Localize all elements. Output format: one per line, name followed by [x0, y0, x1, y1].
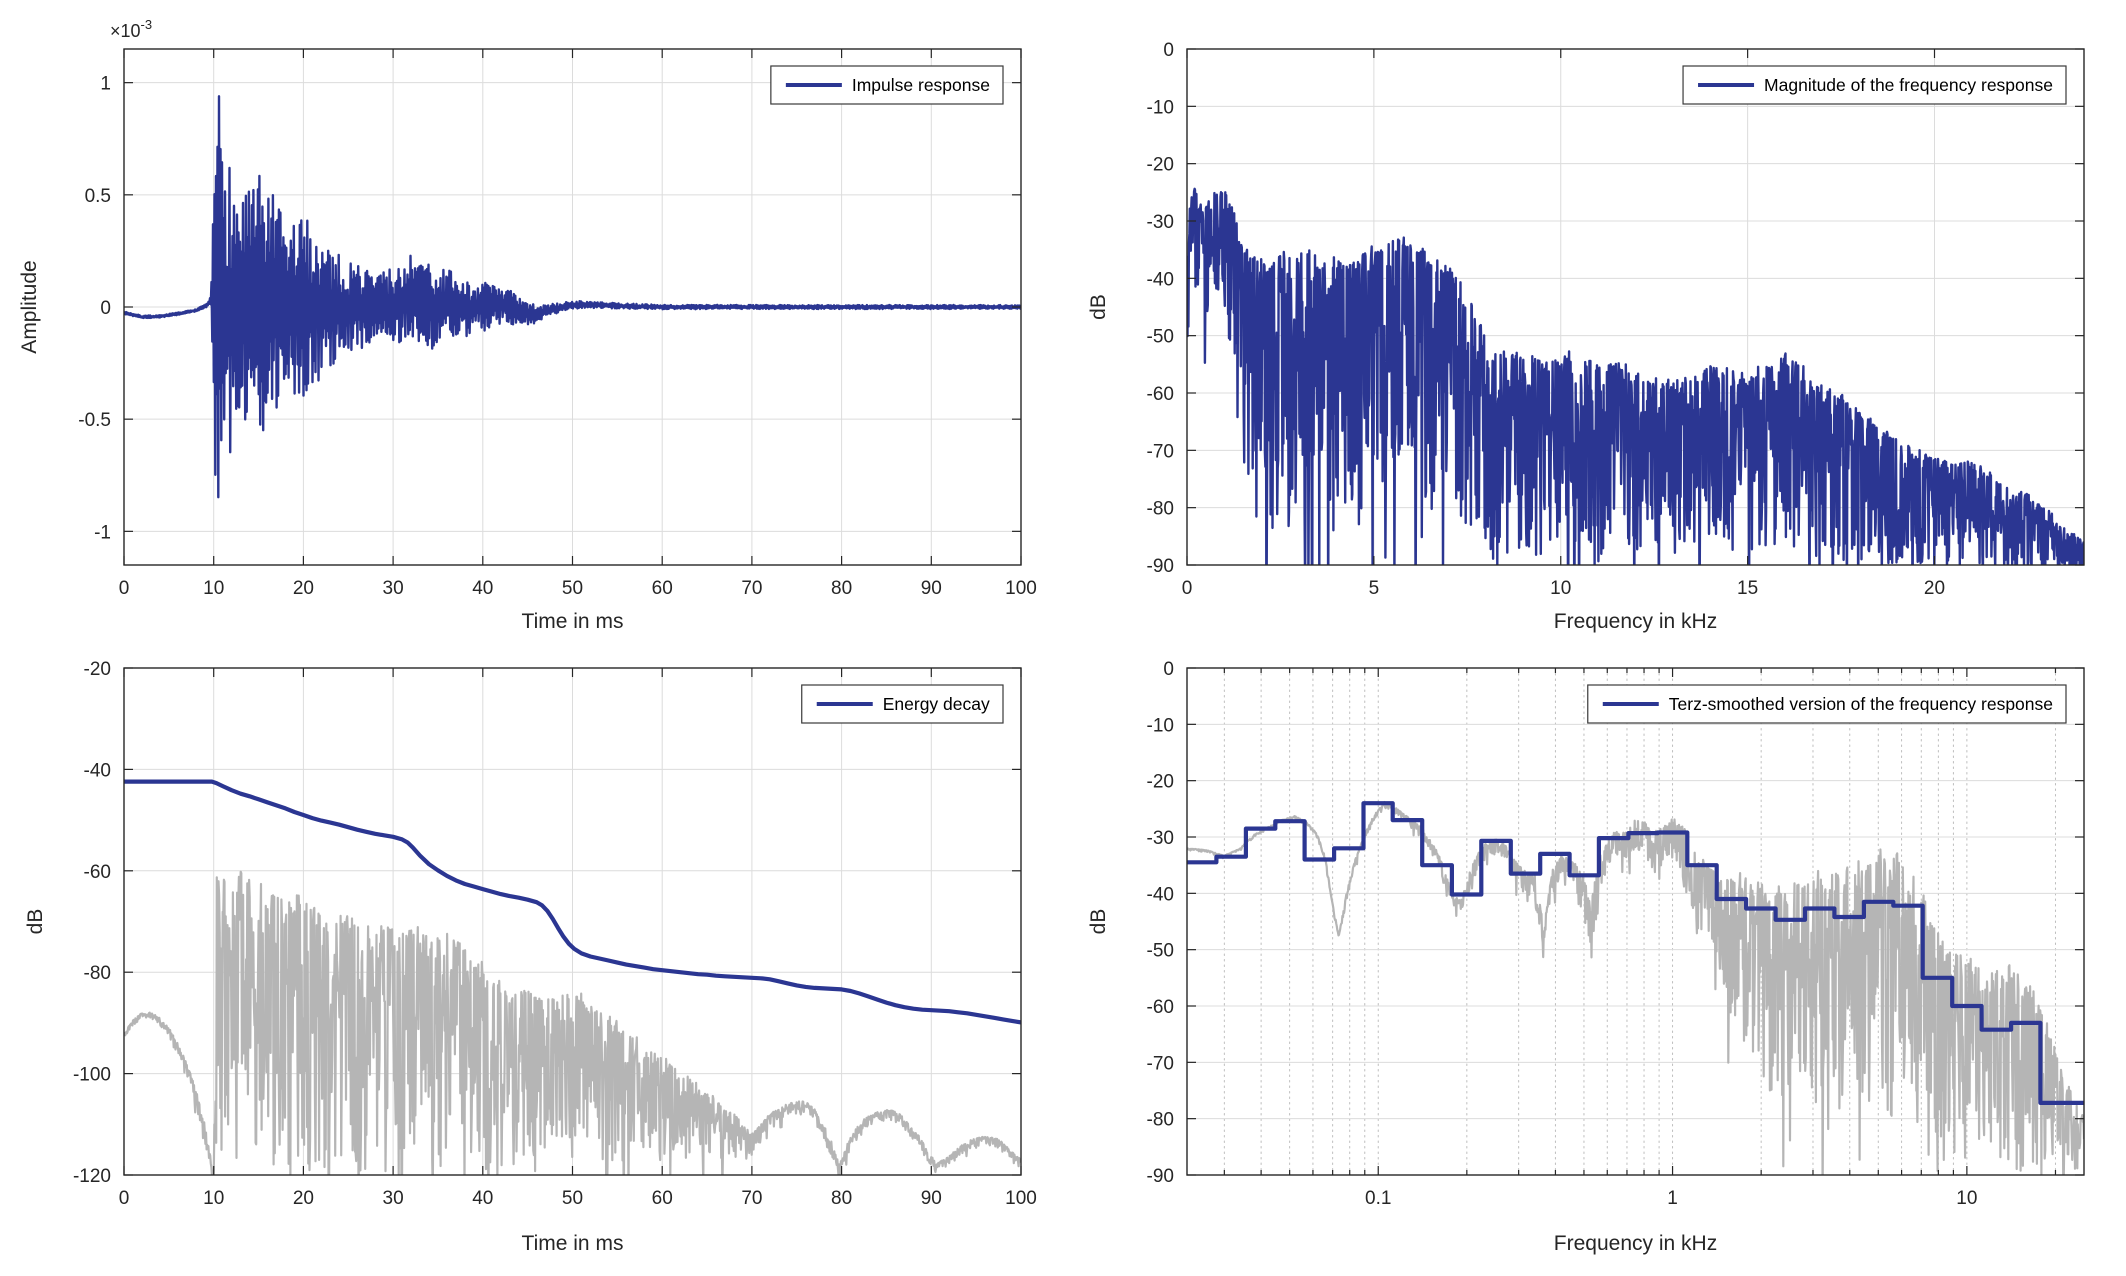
legend-label: Energy decay	[883, 694, 990, 714]
legend-box	[1587, 684, 2067, 724]
x-tick-label: 15	[1737, 578, 1758, 599]
y-tick-label: -120	[73, 1166, 111, 1187]
x-axis-label: Time in ms	[522, 1232, 624, 1255]
y-tick-label: -20	[1147, 772, 1174, 793]
y-axis-label: dB	[24, 909, 47, 935]
y-tick-label: -80	[84, 963, 111, 984]
x-tick-label: 10	[203, 578, 224, 599]
x-tick-label: 0	[119, 1188, 130, 1209]
plot-box	[1186, 48, 2085, 566]
x-tick-label: 50	[562, 578, 583, 599]
x-tick-label: 20	[293, 1188, 314, 1209]
y-tick-label: -40	[1147, 269, 1174, 290]
noise-floor-line	[124, 870, 1021, 1175]
x-tick-label: 0	[119, 578, 130, 599]
raw-response-line	[1187, 800, 2084, 1175]
y-tick-label: -20	[84, 659, 111, 680]
y-tick-label: -60	[84, 862, 111, 883]
y-tick-label: -70	[1147, 1053, 1174, 1074]
x-tick-label: 60	[652, 578, 673, 599]
y-axis-multiplier: ×10-3	[110, 17, 152, 41]
x-axis-label: Time in ms	[522, 610, 624, 633]
x-tick-label: 90	[921, 578, 942, 599]
y-tick-label: -30	[1147, 212, 1174, 233]
terz-steps-line	[1187, 801, 2084, 1105]
x-tick-label: 70	[741, 1188, 762, 1209]
y-tick-label: -20	[1147, 155, 1174, 176]
y-tick-label: -80	[1147, 499, 1174, 520]
x-tick-label: 90	[921, 1188, 942, 1209]
legend: Impulse response	[770, 65, 1004, 105]
y-tick-label: -40	[1147, 884, 1174, 905]
frequency-response-chart: 0 5 10 15 20 0 -10 -20 -30 -40 -50 -60 -70 -80 -90 Freq…	[1087, 40, 2085, 633]
y-tick-label: -70	[1147, 441, 1174, 462]
y-axis-label: Amplitude	[18, 260, 41, 353]
x-tick-label: 70	[741, 578, 762, 599]
y-tick-label: -60	[1147, 997, 1174, 1018]
multiplier-base: ×10	[110, 21, 141, 41]
y-tick-label: -90	[1147, 556, 1174, 577]
x-tick-label: 80	[831, 578, 852, 599]
y-tick-label: -80	[1147, 1110, 1174, 1131]
y-tick-label: 0	[1163, 659, 1174, 680]
energy-decay-line	[124, 779, 1021, 1025]
x-tick-label: 0	[1182, 578, 1193, 599]
x-tick-label: 80	[831, 1188, 852, 1209]
y-axis-label: dB	[1087, 294, 1110, 320]
y-tick-label: -10	[1147, 715, 1174, 736]
y-tick-label: -50	[1147, 941, 1174, 962]
x-tick-label: 60	[652, 1188, 673, 1209]
y-tick-label: -100	[73, 1065, 111, 1086]
y-tick-label: -1	[94, 522, 111, 543]
legend: Magnitude of the frequency response	[1682, 65, 2067, 105]
legend-label: Impulse response	[852, 75, 990, 95]
x-tick-label: 10	[203, 1188, 224, 1209]
legend-label: Terz-smoothed version of the frequency r…	[1669, 694, 2053, 714]
x-tick-label: 100	[1005, 1188, 1037, 1209]
terz-smoothed-chart: 0.1 1 10 0 -10 -20 -30 -40 -50 -60 -70 -80 -90 Freque…	[1087, 659, 2085, 1255]
x-tick-label: 20	[293, 578, 314, 599]
y-tick-label: -50	[1147, 327, 1174, 348]
impulse-response-line	[124, 95, 1021, 499]
x-tick-label: 10	[1956, 1188, 1977, 1209]
frequency-response-line	[1187, 187, 2084, 565]
y-tick-label: 0	[100, 298, 111, 319]
impulse-response-chart: 0 10 20 30 40 50 60 70 80 90 100 -1 -0.5 0 0.5 1 Time in…	[18, 17, 1037, 633]
multiplier-exponent: -3	[141, 17, 153, 32]
x-tick-label: 20	[1924, 578, 1945, 599]
y-tick-label: -10	[1147, 97, 1174, 118]
legend: Terz-smoothed version of the frequency r…	[1587, 684, 2067, 724]
x-tick-label: 0.1	[1365, 1188, 1391, 1209]
x-tick-label: 30	[383, 578, 404, 599]
y-axis-label: dB	[1087, 909, 1110, 935]
y-tick-label: -40	[84, 760, 111, 781]
x-tick-label: 100	[1005, 578, 1037, 599]
y-tick-label: -90	[1147, 1166, 1174, 1187]
y-tick-label: -0.5	[78, 410, 111, 431]
y-tick-label: 1	[100, 74, 111, 95]
x-tick-label: 1	[1667, 1188, 1678, 1209]
legend-box	[770, 65, 1004, 105]
energy-decay-chart: 0 10 20 30 40 50 60 70 80 90 100 -20 -40 -60 -80 -100 -1…	[24, 659, 1037, 1255]
x-tick-label: 40	[472, 578, 493, 599]
x-tick-label: 40	[472, 1188, 493, 1209]
x-axis-label: Frequency in kHz	[1554, 610, 1717, 633]
legend-label: Magnitude of the frequency response	[1764, 75, 2053, 95]
y-tick-label: 0	[1163, 40, 1174, 61]
x-tick-label: 10	[1550, 578, 1571, 599]
x-tick-label: 30	[383, 1188, 404, 1209]
y-tick-label: 0.5	[85, 186, 111, 207]
y-tick-label: -30	[1147, 828, 1174, 849]
legend: Energy decay	[801, 684, 1004, 724]
x-axis-label: Frequency in kHz	[1554, 1232, 1717, 1255]
y-tick-label: -60	[1147, 384, 1174, 405]
x-tick-label: 5	[1369, 578, 1380, 599]
plot-box	[1186, 667, 2085, 1176]
x-tick-label: 50	[562, 1188, 583, 1209]
